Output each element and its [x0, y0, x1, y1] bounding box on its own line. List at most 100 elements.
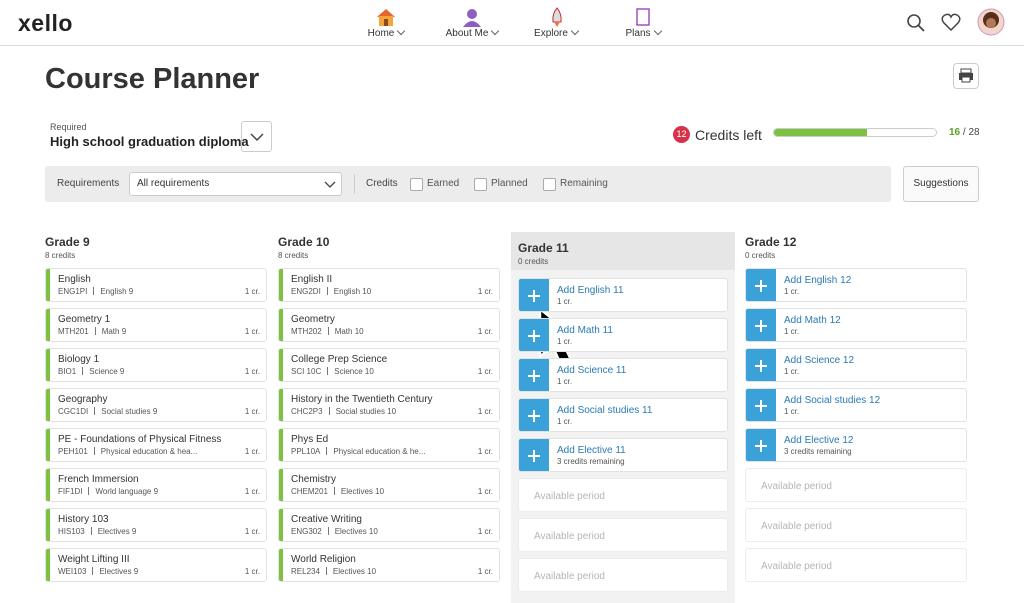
course-card[interactable]: Geometry MTH202 Math 10 1 cr. — [278, 308, 500, 342]
checkbox[interactable] — [410, 178, 423, 191]
course-card[interactable]: World Religion REL234 Electives 10 1 cr. — [278, 548, 500, 582]
separator — [94, 327, 96, 335]
available-label: Available period — [534, 491, 605, 502]
add-course-slot[interactable]: Add English 12 1 cr. — [745, 268, 967, 302]
print-button[interactable] — [953, 63, 979, 89]
add-course-slot[interactable]: Add Math 12 1 cr. — [745, 308, 967, 342]
course-category: Science 9 — [89, 367, 125, 376]
course-card[interactable]: Weight Lifting III WEI103 Electives 9 1 cr. — [45, 548, 267, 582]
available-period[interactable]: Available period — [518, 478, 728, 512]
course-card[interactable]: Geography CGC1DI Social studies 9 1 cr. — [45, 388, 267, 422]
add-button[interactable] — [746, 269, 776, 301]
add-button[interactable] — [746, 349, 776, 381]
course-category: Electives 10 — [334, 527, 378, 536]
checkbox-label: Remaining — [560, 178, 608, 189]
available-label: Available period — [761, 481, 832, 492]
course-category: Social studies 9 — [101, 407, 158, 416]
course-code: WEI103 — [58, 567, 87, 576]
course-category: Electives 10 — [340, 487, 385, 496]
add-button[interactable] — [519, 359, 549, 391]
course-card[interactable]: Geometry 1 MTH201 Math 9 1 cr. — [45, 308, 267, 342]
course-card[interactable]: PE - Foundations of Physical Fitness PEH1… — [45, 428, 267, 462]
available-period[interactable]: Available period — [518, 558, 728, 592]
course-category: Science 10 — [334, 367, 374, 376]
separator — [82, 367, 84, 375]
available-period[interactable]: Available period — [518, 518, 728, 552]
add-button[interactable] — [746, 429, 776, 461]
add-course-slot[interactable]: Add English 11 1 cr. — [518, 278, 728, 312]
course-code: ENG2DI — [291, 287, 321, 296]
course-code: MTH202 — [291, 327, 322, 336]
course-detail: ENG2DI English 10 — [291, 287, 371, 296]
diploma-dropdown[interactable] — [241, 121, 272, 152]
add-course-slot[interactable]: Add Science 11 1 cr. — [518, 358, 728, 392]
course-detail: MTH201 Math 9 — [58, 327, 126, 336]
course-card[interactable]: English II ENG2DI English 10 1 cr. — [278, 268, 500, 302]
slot-label: Add Science 12 — [784, 355, 855, 366]
available-period[interactable]: Available period — [745, 548, 967, 582]
available-period[interactable]: Available period — [745, 508, 967, 542]
course-code: PEH101 — [58, 447, 88, 456]
add-course-slot[interactable]: Add Science 12 1 cr. — [745, 348, 967, 382]
chevron-icon — [250, 133, 264, 142]
course-code: HIS103 — [58, 527, 85, 536]
add-button[interactable] — [519, 319, 549, 351]
course-credit: 1 cr. — [244, 447, 260, 456]
nav-item[interactable]: Explore — [506, 26, 606, 39]
suggestions-button[interactable] — [903, 166, 979, 202]
course-card[interactable]: Creative Writing ENG302 Electives 10 1 cr. — [278, 508, 500, 542]
course-code: CHC2P3 — [291, 407, 323, 416]
slot-sub: 1 cr. — [784, 407, 800, 416]
course-card[interactable]: Chemistry CHEM201 Electives 10 1 cr. — [278, 468, 500, 502]
course-status-bar — [279, 269, 283, 301]
separator — [88, 487, 90, 495]
course-card[interactable]: History in the Twentieth Century CHC2P3 So… — [278, 388, 500, 422]
diploma: High school graduation diploma — [50, 134, 249, 149]
course-card[interactable]: College Prep Science SCI 10C Science 10 1 c… — [278, 348, 500, 382]
course-credit: 1 cr. — [244, 287, 260, 296]
separator — [325, 567, 327, 575]
course-code: REL234 — [291, 567, 320, 576]
course-detail: ENG302 Electives 10 — [291, 527, 378, 536]
course-name: Chemistry — [291, 474, 337, 485]
nav-chevron — [570, 26, 580, 36]
course-status-bar — [279, 429, 283, 461]
course-card[interactable]: History 103 HIS103 Electives 9 1 cr. — [45, 508, 267, 542]
course-status-bar — [46, 389, 50, 421]
course-detail: SCI 10C Science 10 — [291, 367, 374, 376]
separator — [90, 527, 92, 535]
add-course-slot[interactable]: Add Elective 11 3 credits remaining — [518, 438, 728, 472]
add-course-slot[interactable]: Add Social studies 11 1 cr. — [518, 398, 728, 432]
add-button[interactable] — [519, 439, 549, 471]
add-button[interactable] — [746, 309, 776, 341]
course-status-bar — [46, 429, 50, 461]
slot-label: Add Math 11 — [557, 325, 613, 336]
grade-credits: 0 credits — [518, 257, 549, 266]
slot-label: Add Elective 12 — [784, 435, 854, 446]
add-course-slot[interactable]: Add Social studies 12 1 cr. — [745, 388, 967, 422]
add-button[interactable] — [746, 389, 776, 421]
nav-chevron — [653, 26, 662, 36]
course-card[interactable]: Biology 1 BIO1 Science 9 1 cr. — [45, 348, 267, 382]
course-category: Math 9 — [101, 327, 127, 336]
requirements-select[interactable] — [129, 172, 342, 196]
course-card[interactable]: Phys Ed PPL10A Physical education & he... 1… — [278, 428, 500, 462]
add-course-slot[interactable]: Add Elective 12 3 credits remaining — [745, 428, 967, 462]
available-period[interactable]: Available period — [745, 468, 967, 502]
add-course-slot[interactable]: Add Math 11 1 cr. — [518, 318, 728, 352]
nav-item[interactable]: About Me — [422, 26, 522, 39]
nav-label: Home — [367, 28, 395, 39]
checkbox[interactable] — [543, 178, 556, 191]
course-name: Phys Ed — [291, 434, 329, 445]
course-code: SCI 10C — [291, 367, 322, 376]
add-button[interactable] — [519, 399, 549, 431]
logo[interactable]: xello — [18, 10, 73, 36]
checkbox[interactable] — [474, 178, 487, 191]
course-card[interactable]: English ENG1PI English 9 1 cr. — [45, 268, 267, 302]
add-button[interactable] — [519, 279, 549, 311]
nav-item[interactable]: Home — [336, 26, 436, 39]
course-card[interactable]: French Immersion FIF1DI World language 9 1 … — [45, 468, 267, 502]
nav-item[interactable]: Plans — [593, 26, 693, 39]
progress-track — [773, 128, 937, 137]
separator — [327, 327, 329, 335]
